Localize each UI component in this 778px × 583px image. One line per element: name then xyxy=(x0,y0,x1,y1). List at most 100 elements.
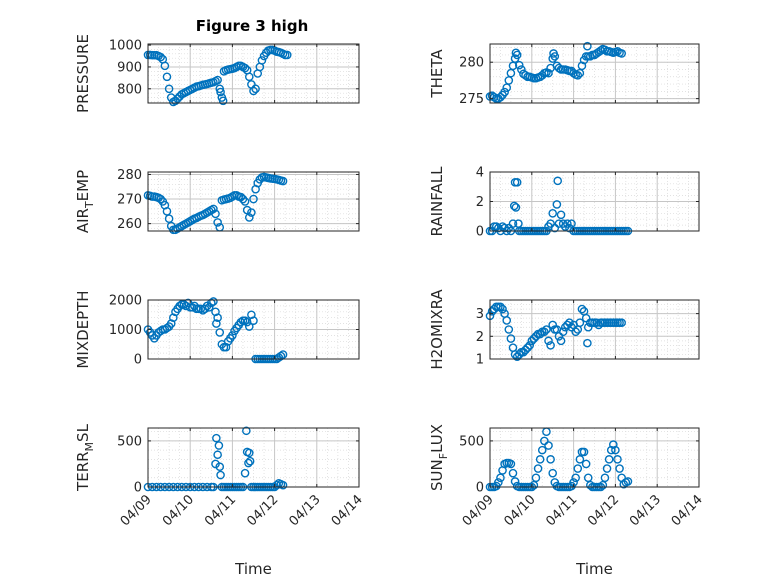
data-point xyxy=(244,213,254,222)
data-point xyxy=(525,341,535,350)
data-point xyxy=(517,65,526,74)
data-point xyxy=(244,322,254,331)
data-point xyxy=(617,318,626,327)
data-point xyxy=(558,327,568,337)
data-point xyxy=(240,316,250,325)
data-point xyxy=(247,208,256,217)
data-point xyxy=(244,448,254,458)
x-tick-label: 04/11 xyxy=(202,492,239,529)
data-point xyxy=(156,52,165,62)
data-point xyxy=(242,426,251,436)
data-point xyxy=(216,470,225,480)
axes-box xyxy=(489,427,700,488)
y-tick-label: 1 xyxy=(476,353,484,368)
data-point xyxy=(272,480,282,490)
data-point xyxy=(563,320,572,330)
data-point xyxy=(577,61,587,71)
subplot-3: 260 270 280 AIRTEMP xyxy=(74,168,360,235)
data-point xyxy=(514,60,524,70)
y-tick-label: 270 xyxy=(117,193,142,208)
data-point xyxy=(540,436,549,446)
axes-box xyxy=(147,171,360,232)
data-point xyxy=(236,192,246,202)
data-point xyxy=(548,54,558,63)
y-tick-label: 2 xyxy=(476,330,484,345)
y-tick-label: 275 xyxy=(459,92,484,107)
x-axis-label: Time xyxy=(234,560,272,578)
series-markers xyxy=(485,302,626,362)
data-point xyxy=(623,477,633,486)
data-point xyxy=(563,219,572,228)
y-tick-label: 1000 xyxy=(109,323,142,338)
data-point xyxy=(508,219,518,228)
data-point xyxy=(548,468,558,478)
data-point xyxy=(567,219,576,228)
x-tick-label: 04/12 xyxy=(585,492,622,529)
data-point xyxy=(533,464,543,473)
axes-box xyxy=(489,43,700,104)
x-tick-label: 04/10 xyxy=(160,492,197,529)
x-tick-label: 04/10 xyxy=(502,492,539,529)
data-point xyxy=(218,96,228,106)
data-point xyxy=(613,46,622,56)
y-tick-label: 500 xyxy=(459,434,484,449)
y-tick-label: 2000 xyxy=(109,294,142,309)
data-point xyxy=(213,313,222,323)
x-tick-label: 04/14 xyxy=(329,492,366,529)
y-tick-label: 280 xyxy=(117,168,142,183)
x-tick-label: 04/14 xyxy=(669,492,706,529)
data-point xyxy=(500,87,509,97)
x-tick-label: 04/11 xyxy=(543,492,580,529)
data-point xyxy=(546,341,555,350)
x-tick-label: 04/13 xyxy=(287,492,324,529)
data-point xyxy=(509,201,519,211)
data-point xyxy=(544,336,553,346)
y-axis-label: PRESSURE xyxy=(74,34,92,113)
data-point xyxy=(512,178,522,187)
data-point xyxy=(575,318,585,327)
data-point xyxy=(577,304,587,314)
x-tick-label: 04/09 xyxy=(118,492,155,529)
subplot-8: 0 500 SUNFLUX 04/09 04/10 04/11 04/12 04/13 04/1… xyxy=(428,424,706,578)
data-point xyxy=(213,450,222,460)
data-point xyxy=(609,440,618,449)
data-point xyxy=(540,327,549,337)
data-point xyxy=(512,50,522,60)
subplot-5: 0 1000 2000 MIXDEPTH xyxy=(74,290,360,369)
data-point xyxy=(244,72,254,82)
series-markers xyxy=(143,172,288,235)
y-tick-label: 0 xyxy=(476,225,484,240)
y-axis-label: AIRTEMP xyxy=(74,170,96,233)
data-point xyxy=(257,56,267,65)
y-tick-label: 2 xyxy=(476,195,484,210)
data-point xyxy=(498,304,507,314)
data-point xyxy=(504,325,514,334)
data-point xyxy=(606,445,616,455)
data-point xyxy=(213,75,222,85)
data-point xyxy=(575,455,585,464)
data-point xyxy=(535,455,545,464)
y-axis-label: H2OMIXRA xyxy=(428,289,446,370)
axes-box xyxy=(147,427,360,488)
data-point xyxy=(508,468,518,478)
data-point xyxy=(506,459,516,469)
y-tick-label: 3 xyxy=(476,307,484,322)
y-tick-label: 0 xyxy=(134,481,142,496)
data-point xyxy=(278,350,288,359)
data-point xyxy=(617,49,626,58)
data-point xyxy=(204,303,214,312)
data-point xyxy=(496,473,505,483)
data-point xyxy=(276,351,286,361)
subplot-6: 1 2 3 H2OMIXRA xyxy=(428,289,700,370)
subplot-1: 800 900 1000 PRESSURE xyxy=(74,34,360,113)
data-point xyxy=(556,336,566,346)
x-axis-label: Time xyxy=(575,560,613,578)
data-point xyxy=(535,329,545,339)
y-axis-label: RAINFALL xyxy=(428,166,446,237)
data-point xyxy=(544,68,553,78)
y-tick-label: 900 xyxy=(117,60,142,75)
data-point xyxy=(511,203,521,212)
data-point xyxy=(523,343,532,352)
data-point xyxy=(598,480,608,490)
